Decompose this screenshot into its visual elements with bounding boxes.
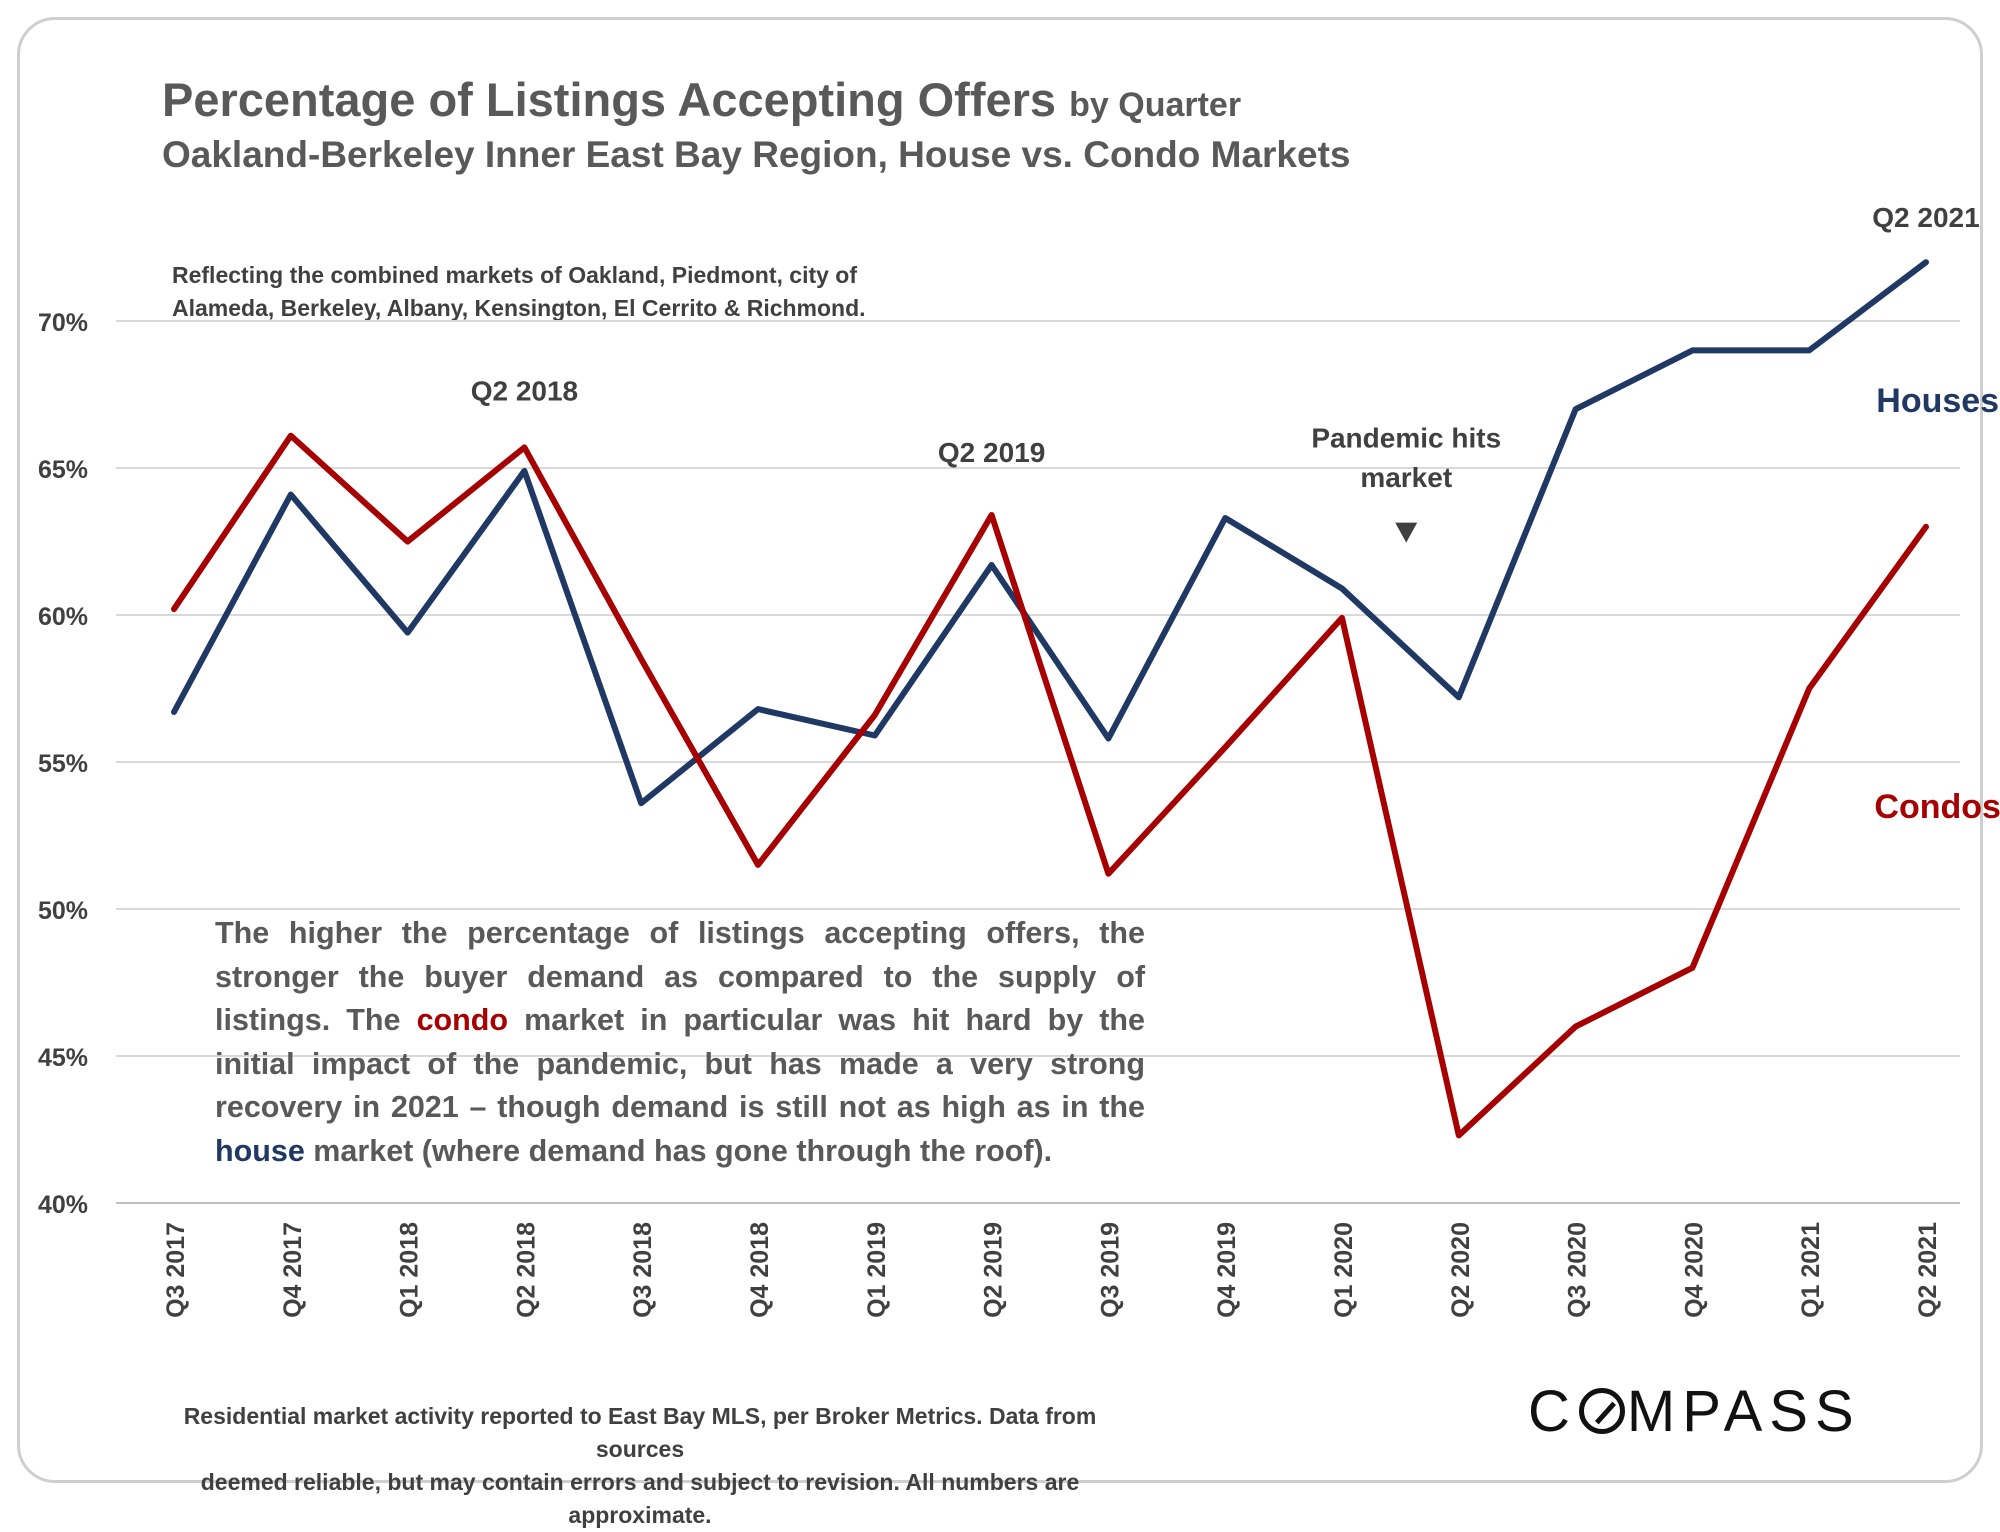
series-label-houses: Houses	[1876, 382, 1999, 420]
x-axis-tick-labels: Q3 2017 Q4 2017 Q1 2018 Q2 2018 Q3 2018 Q4 20…	[162, 1222, 1942, 1318]
commentary-house-highlight: house	[215, 1134, 305, 1168]
x-tick-label: Q3 2020	[1564, 1222, 1592, 1318]
x-tick-label: Q4 2020	[1680, 1222, 1708, 1318]
x-tick-label: Q1 2019	[863, 1222, 891, 1318]
footnote-line2: deemed reliable, but may contain errors …	[150, 1466, 1130, 1532]
compass-o-icon	[1579, 1388, 1625, 1434]
x-tick-label: Q3 2017	[162, 1222, 190, 1318]
series-label-condos: Condos	[1874, 788, 2000, 826]
chart-annotation: Pandemic hits	[1311, 422, 1501, 453]
chart-annotation: market	[1360, 462, 1452, 493]
x-tick-label: Q4 2017	[279, 1222, 307, 1318]
x-tick-label: Q2 2021	[1914, 1222, 1942, 1318]
x-tick-label: Q2 2018	[512, 1222, 540, 1318]
footnote-line1: Residential market activity reported to …	[150, 1400, 1130, 1466]
y-tick-label: 50%	[38, 897, 88, 925]
x-tick-label: Q1 2021	[1797, 1222, 1825, 1318]
commentary-text: The higher the percentage of listings ac…	[215, 912, 1145, 1173]
series-line-houses	[174, 262, 1926, 803]
y-tick-label: 65%	[38, 456, 88, 484]
x-tick-label: Q4 2018	[746, 1222, 774, 1318]
y-tick-label: 70%	[38, 309, 88, 337]
compass-logo: C MPASS	[1528, 1378, 1861, 1445]
commentary-part3: market (where demand has gone through th…	[305, 1134, 1052, 1168]
y-tick-label: 40%	[38, 1191, 88, 1219]
x-tick-label: Q1 2020	[1330, 1222, 1358, 1318]
line-chart: 40% 45% 50% 55% 60% 65% 70% Q3 2017 Q4 2017 Q1 2…	[0, 0, 2000, 1500]
x-tick-label: Q1 2018	[396, 1222, 424, 1318]
x-tick-label: Q4 2019	[1213, 1222, 1241, 1318]
commentary-condo-highlight: condo	[417, 1003, 509, 1037]
x-tick-label: Q3 2018	[629, 1222, 657, 1318]
chart-annotation: Q2 2021	[1872, 202, 1979, 233]
y-tick-label: 55%	[38, 750, 88, 778]
x-tick-label: Q2 2019	[980, 1222, 1008, 1318]
y-tick-label: 60%	[38, 603, 88, 631]
chart-annotation: Q2 2019	[938, 437, 1045, 468]
pandemic-marker-arrow-icon	[1395, 523, 1417, 543]
logo-letters-right: MPASS	[1627, 1379, 1861, 1444]
source-footnote: Residential market activity reported to …	[150, 1400, 1130, 1532]
x-tick-label: Q3 2019	[1096, 1222, 1124, 1318]
y-tick-label: 45%	[38, 1044, 88, 1072]
logo-letters-left: C	[1528, 1379, 1577, 1444]
y-axis-tick-labels: 40% 45% 50% 55% 60% 65% 70%	[38, 309, 88, 1219]
x-tick-label: Q2 2020	[1447, 1222, 1475, 1318]
chart-annotation: Q2 2018	[471, 375, 578, 406]
